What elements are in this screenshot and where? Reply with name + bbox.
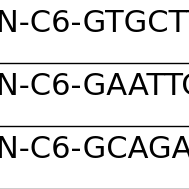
Text: N-C6-GAATTCA: N-C6-GAATTCA — [0, 72, 189, 101]
Text: N-C6-GCAGAA: N-C6-GCAGAA — [0, 136, 189, 164]
Text: N-C6-GTGCTT: N-C6-GTGCTT — [0, 9, 189, 38]
